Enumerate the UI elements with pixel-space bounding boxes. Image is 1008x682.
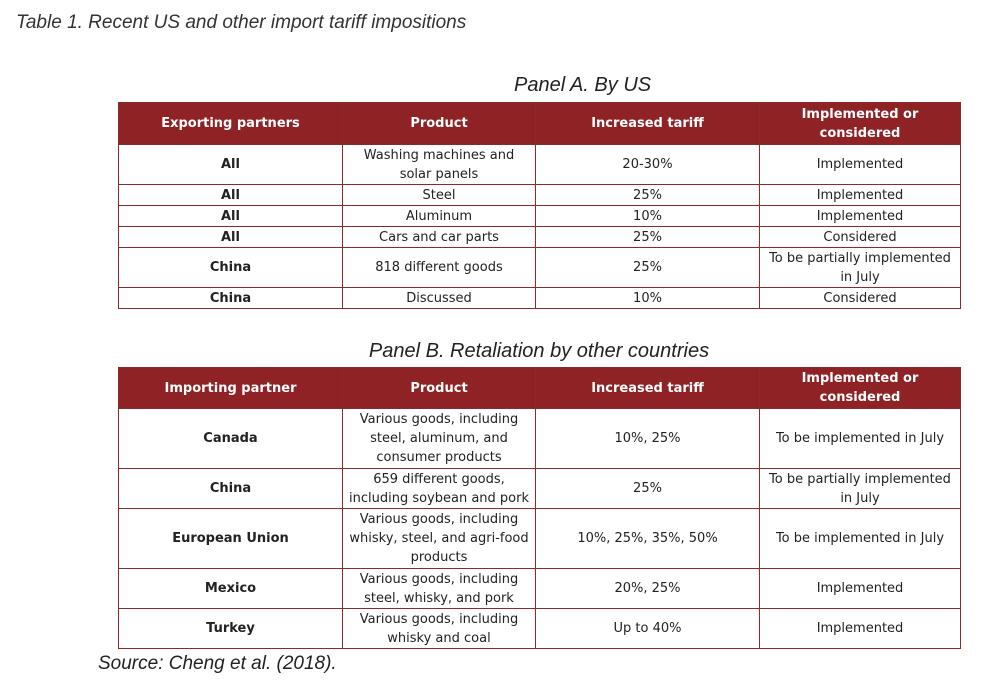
table-cell: Implemented [759, 144, 961, 185]
column-header: Product [342, 102, 536, 145]
table-row: European Union Various goods, including … [118, 508, 961, 569]
table-cell: Canada [118, 408, 343, 469]
panel-b-header-row: Importing partner Product Increased tari… [118, 367, 961, 409]
table-cell: Implemented [759, 205, 961, 227]
table-cell: European Union [118, 508, 343, 569]
panel-b-table: Importing partner Product Increased tari… [118, 367, 961, 649]
table-cell: 10% [535, 287, 760, 309]
table-cell: China [118, 287, 343, 309]
table-cell: Various goods, including whisky and coal [342, 608, 536, 649]
table-cell: Various goods, including steel, aluminum… [342, 408, 536, 469]
table-row: China 818 different goods 25% To be part… [118, 247, 961, 288]
table-cell: To be partially implemented in July [759, 468, 961, 509]
table-cell: Mexico [118, 568, 343, 609]
table-cell: All [118, 144, 343, 185]
table-row: All Cars and car parts 25% Considered [118, 226, 961, 248]
column-header: Increased tariff [535, 367, 760, 409]
table-cell: 10%, 25%, 35%, 50% [535, 508, 760, 569]
column-header: Exporting partners [118, 102, 343, 145]
table-row: China Discussed 10% Considered [118, 287, 961, 309]
table-cell: Considered [759, 287, 961, 309]
table-cell: Up to 40% [535, 608, 760, 649]
panel-a-title: Panel A. By US [514, 74, 652, 96]
table-cell: Considered [759, 226, 961, 248]
table-cell: 25% [535, 226, 760, 248]
table-cell: Implemented [759, 184, 961, 206]
table-cell: To be implemented in July [759, 508, 961, 569]
table-cell: 20%, 25% [535, 568, 760, 609]
table-cell: Implemented [759, 568, 961, 609]
table-cell: China [118, 468, 343, 509]
table-row: Mexico Various goods, including steel, w… [118, 568, 961, 609]
panel-b-title: Panel B. Retaliation by other countries [368, 340, 710, 362]
table-row: China 659 different goods, including soy… [118, 468, 961, 509]
table-cell: 25% [535, 247, 760, 288]
table-cell: All [118, 226, 343, 248]
table-row: All Aluminum 10% Implemented [118, 205, 961, 227]
table-cell: Various goods, including steel, whisky, … [342, 568, 536, 609]
table-cell: Various goods, including whisky, steel, … [342, 508, 536, 569]
panel-a-header-row: Exporting partners Product Increased tar… [118, 102, 961, 145]
table-cell: 659 different goods, including soybean a… [342, 468, 536, 509]
table-cell: 25% [535, 184, 760, 206]
column-header: Increased tariff [535, 102, 760, 145]
table-cell: 818 different goods [342, 247, 536, 288]
table-cell: To be implemented in July [759, 408, 961, 469]
table-caption: Table 1. Recent US and other import tari… [16, 12, 467, 33]
table-row: Canada Various goods, including steel, a… [118, 408, 961, 469]
panel-a-table: Exporting partners Product Increased tar… [118, 102, 961, 309]
column-header: Importing partner [118, 367, 343, 409]
table-cell: 10%, 25% [535, 408, 760, 469]
table-cell: China [118, 247, 343, 288]
table-cell: Implemented [759, 608, 961, 649]
table-cell: All [118, 184, 343, 206]
table-row: All Washing machines and solar panels 20… [118, 144, 961, 185]
table-cell: 25% [535, 468, 760, 509]
table-cell: 20-30% [535, 144, 760, 185]
column-header: Implemented or considered [759, 367, 961, 409]
table-row: Turkey Various goods, including whisky a… [118, 608, 961, 649]
table-cell: Aluminum [342, 205, 536, 227]
column-header: Implemented or considered [759, 102, 961, 145]
table-cell: All [118, 205, 343, 227]
column-header: Product [342, 367, 536, 409]
table-cell: To be partially implemented in July [759, 247, 961, 288]
table-cell: Steel [342, 184, 536, 206]
table-row: All Steel 25% Implemented [118, 184, 961, 206]
source-note: Source: Cheng et al. (2018). [98, 653, 337, 674]
table-cell: 10% [535, 205, 760, 227]
table-cell: Discussed [342, 287, 536, 309]
table-cell: Cars and car parts [342, 226, 536, 248]
table-cell: Turkey [118, 608, 343, 649]
table-cell: Washing machines and solar panels [342, 144, 536, 185]
